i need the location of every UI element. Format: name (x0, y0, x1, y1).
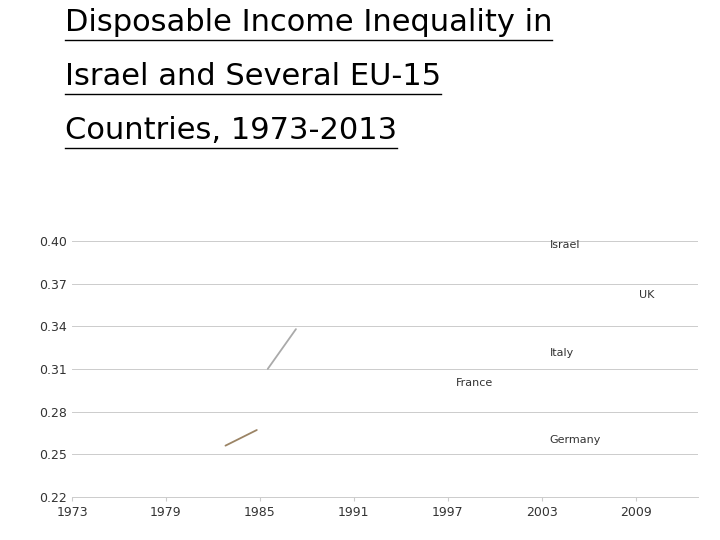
Text: Italy: Italy (549, 348, 574, 358)
Text: Germany: Germany (549, 435, 601, 445)
Text: Countries, 1973-2013: Countries, 1973-2013 (65, 116, 397, 145)
Text: Israel: Israel (549, 240, 580, 250)
Text: Israel and Several EU-15: Israel and Several EU-15 (65, 62, 441, 91)
Text: Disposable Income Inequality in: Disposable Income Inequality in (65, 8, 552, 37)
Text: France: France (456, 378, 493, 388)
Text: UK: UK (639, 290, 654, 300)
